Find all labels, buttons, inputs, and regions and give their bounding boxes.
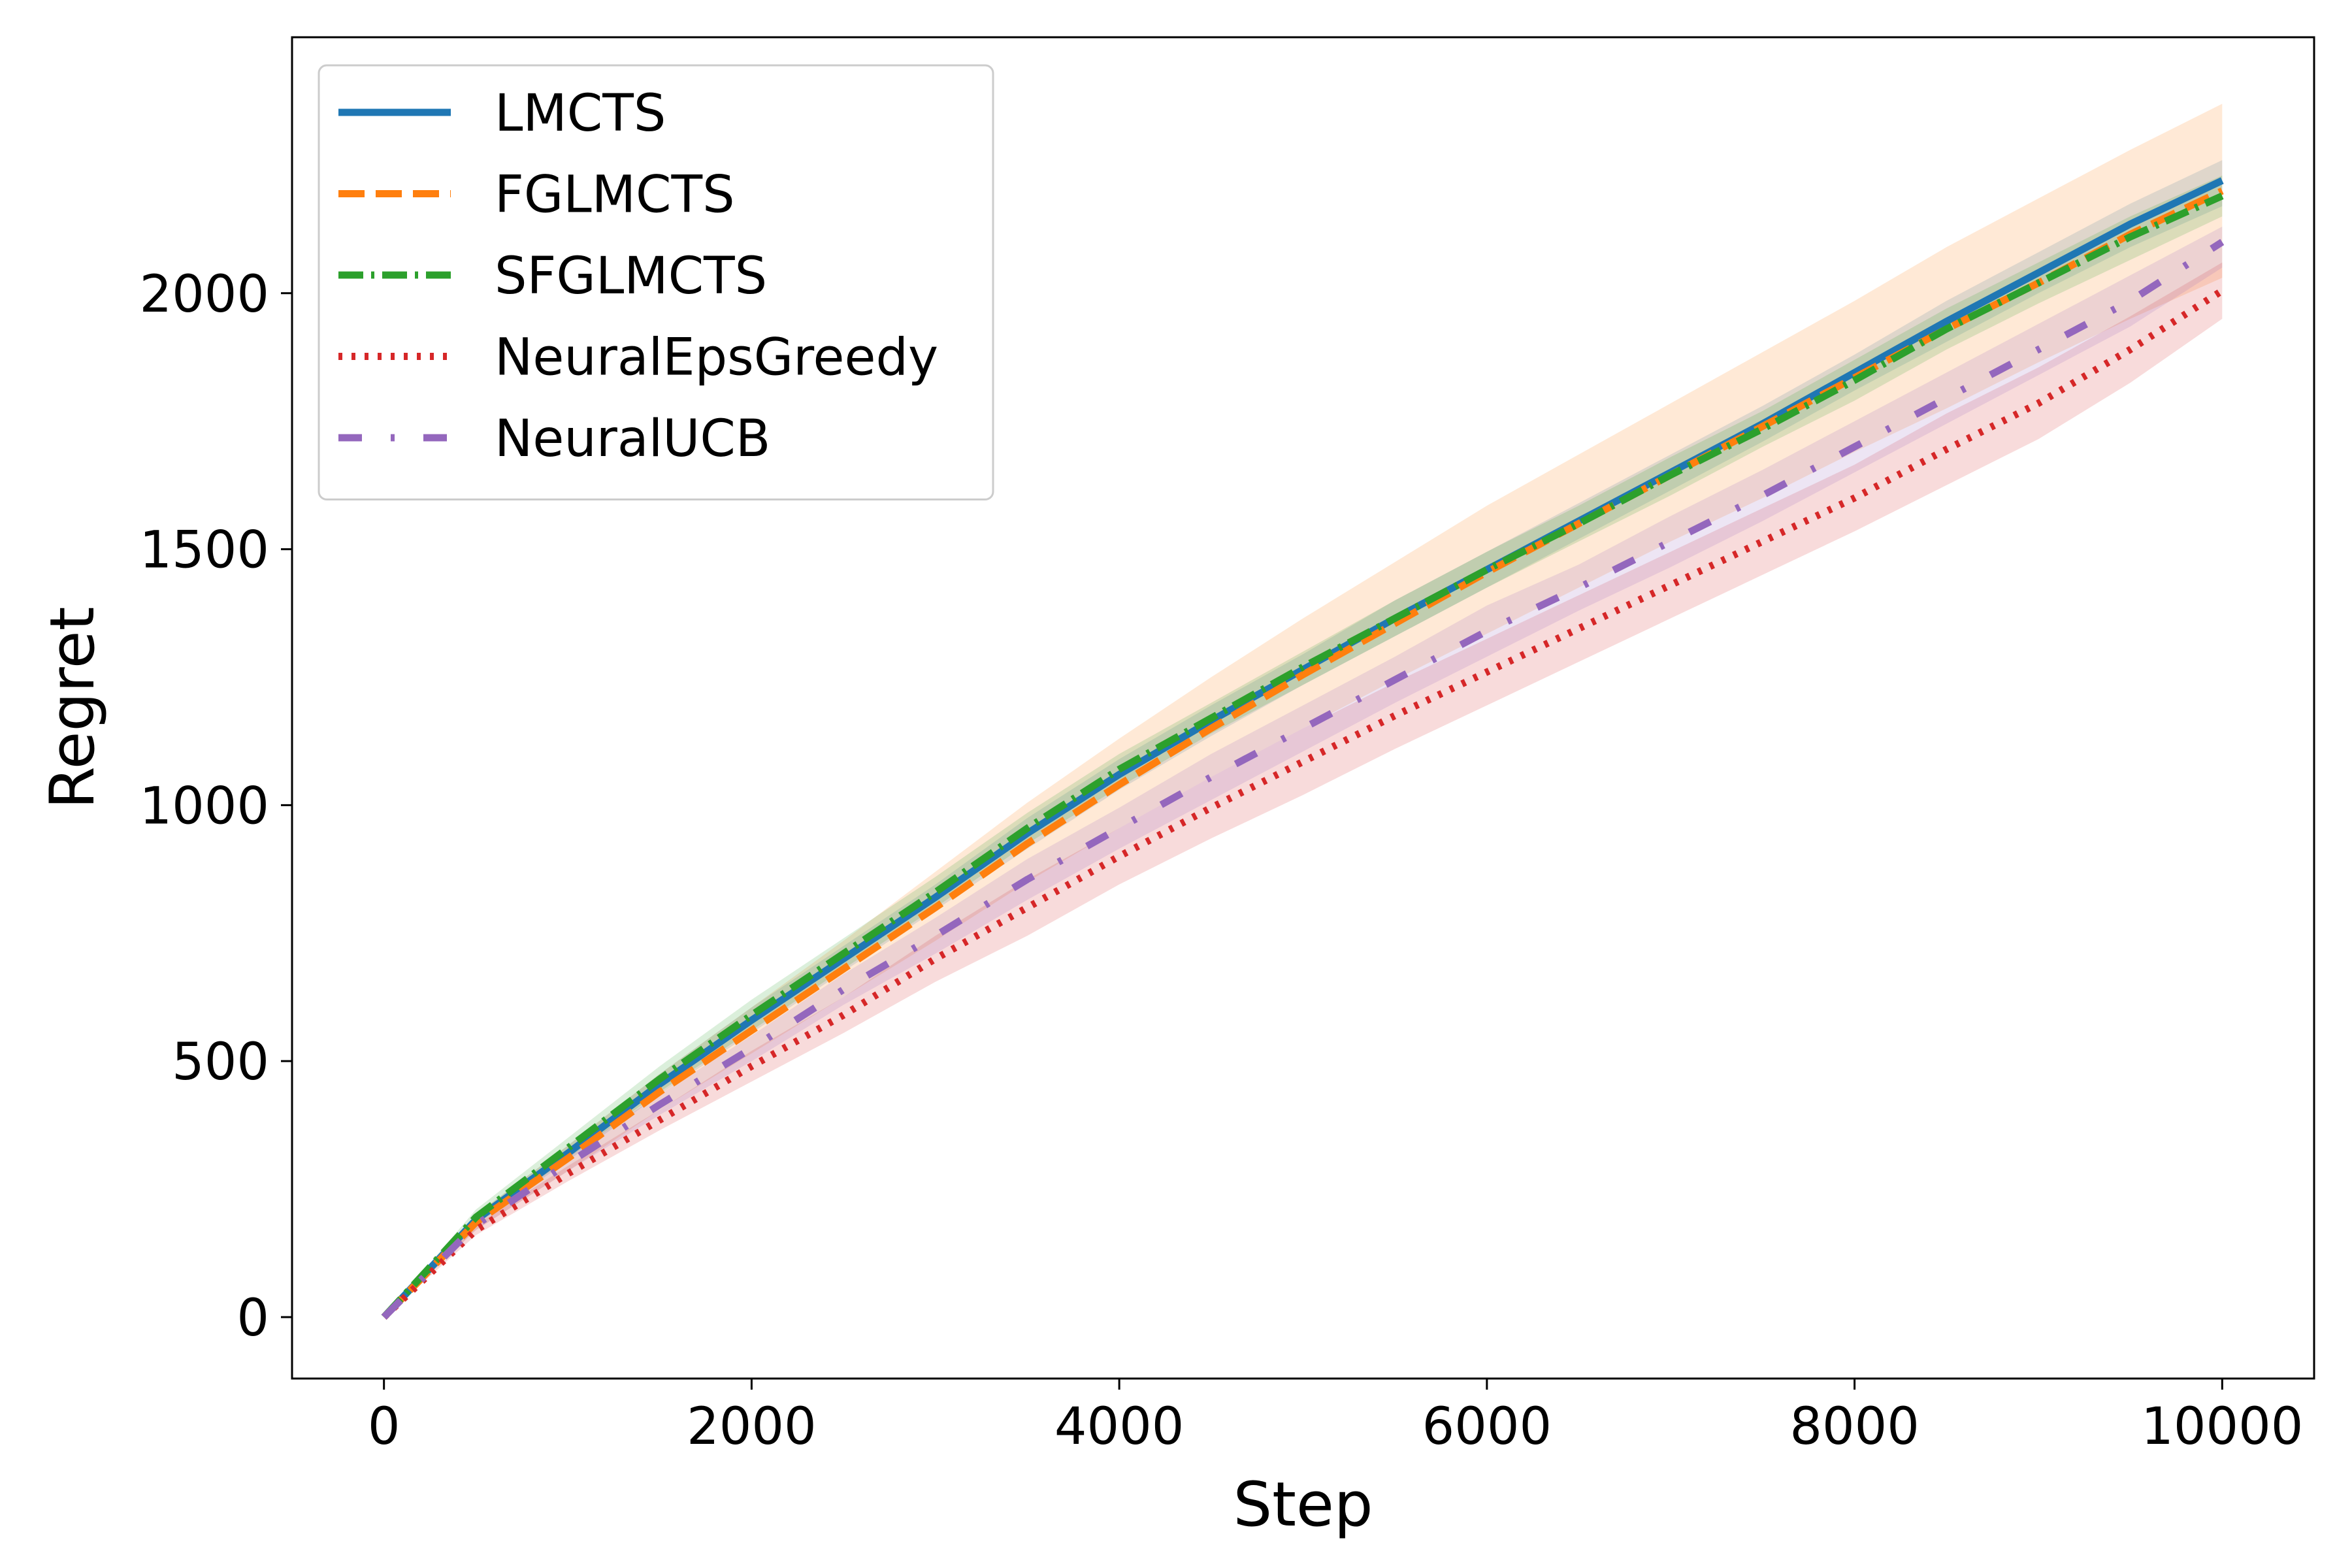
y-axis-ticks: 0 500 1000 1500 2000 (139, 265, 292, 1348)
y-tick-label: 1000 (139, 777, 269, 836)
band-neuralepsgreedy (384, 262, 2223, 1317)
line-fglmcts (381, 188, 2224, 1320)
line-sfglmcts (381, 192, 2224, 1320)
band-neuralucb (384, 226, 2223, 1317)
y-tick-label: 0 (237, 1289, 269, 1348)
line-neuralucb (381, 238, 2225, 1320)
x-tick-label: 2000 (687, 1397, 817, 1456)
x-axis-label: Step (1233, 1469, 1373, 1541)
legend-label-sfglmcts: SFGLMCTS (495, 247, 767, 306)
y-axis-label: Regret (37, 607, 108, 809)
legend-label-neuralucb: NeuralUCB (495, 410, 770, 468)
y-tick-label: 500 (172, 1033, 269, 1092)
band-fglmcts (384, 103, 2223, 1317)
y-tick-label: 2000 (139, 265, 269, 324)
x-tick-label: 0 (368, 1397, 400, 1456)
x-tick-label: 6000 (1422, 1397, 1552, 1456)
x-tick-label: 8000 (1789, 1397, 1919, 1456)
legend: LMCTS FGLMCTS SFGLMCTS NeuralEpsGreedy Neura… (318, 64, 994, 500)
x-axis-ticks: 0 2000 4000 6000 8000 10000 (368, 1379, 2303, 1456)
legend-label-neuralepsgreedy: NeuralEpsGreedy (495, 329, 938, 387)
series-lines (381, 177, 2225, 1320)
x-tick-label: 4000 (1054, 1397, 1184, 1456)
x-tick-label: 10000 (2141, 1397, 2303, 1456)
legend-label-fglmcts: FGLMCTS (495, 166, 735, 225)
band-sfglmcts (384, 175, 2223, 1318)
legend-frame (318, 64, 994, 500)
plot-frame (291, 36, 2315, 1380)
legend-label-lmcts: LMCTS (495, 84, 666, 143)
y-tick-label: 1500 (139, 521, 269, 580)
